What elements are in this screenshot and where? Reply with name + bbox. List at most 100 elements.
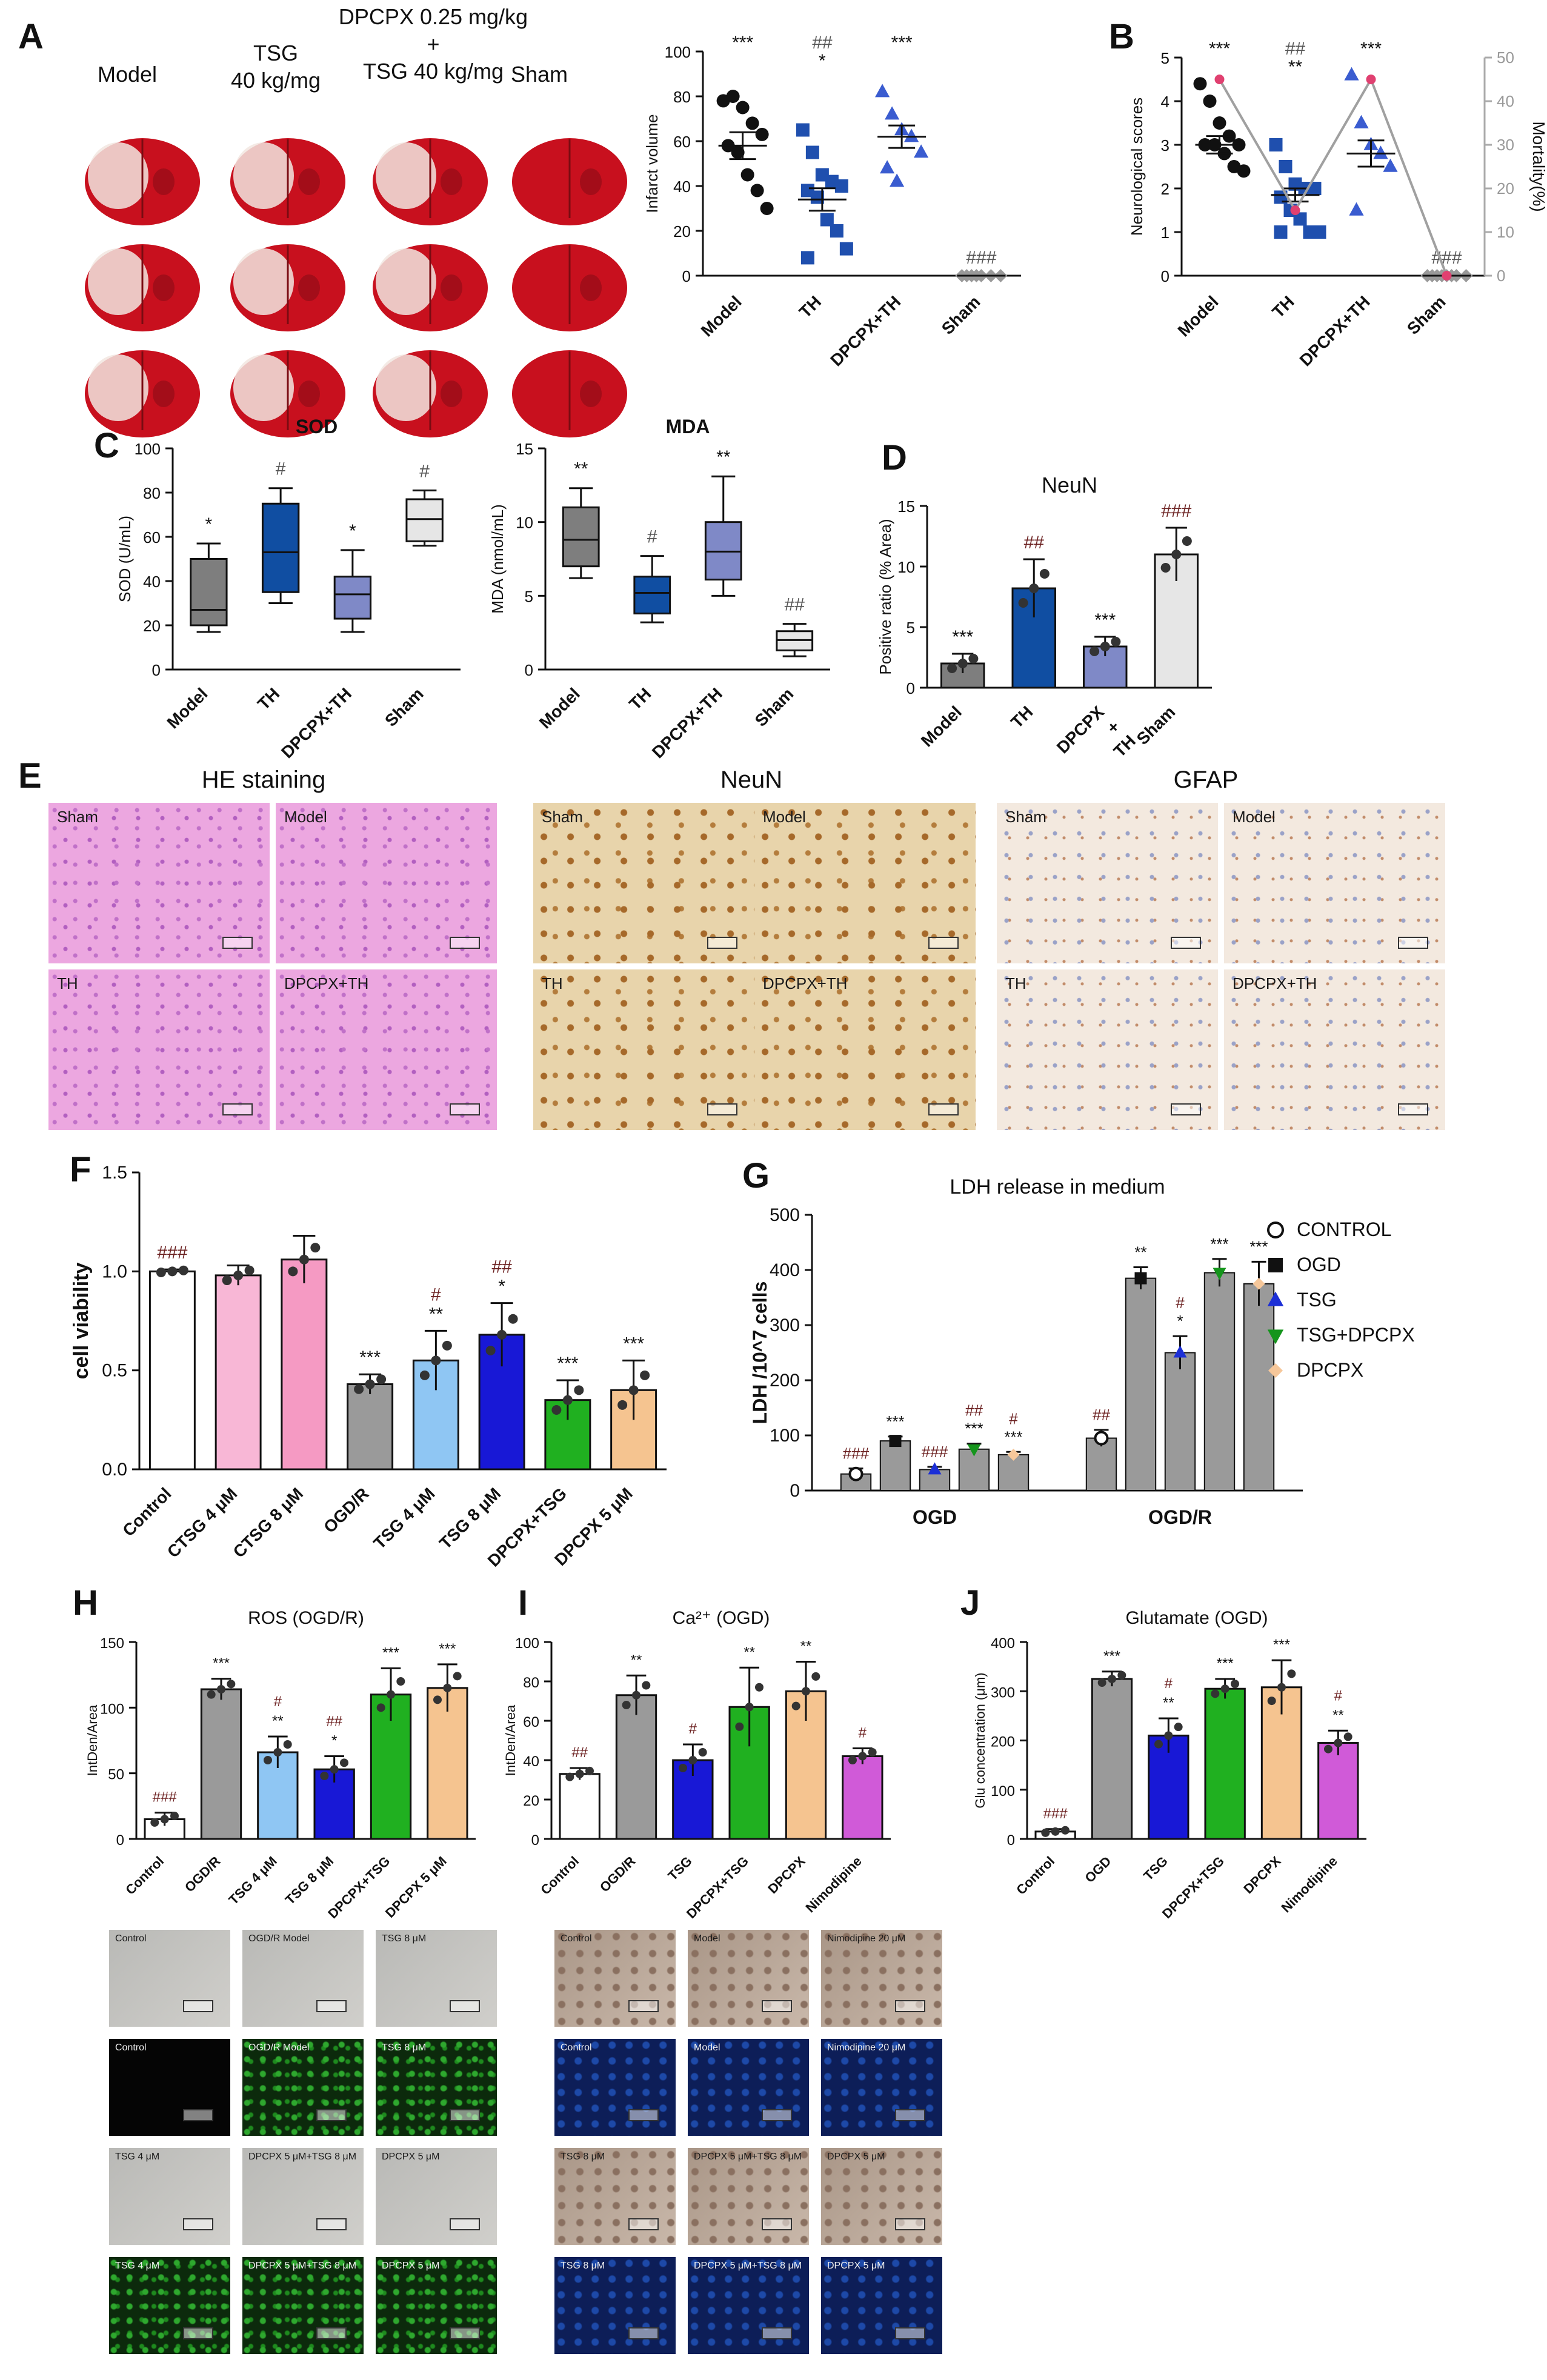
scale-bar (895, 2000, 925, 2012)
significance-label: # (1334, 1687, 1343, 1704)
micrograph-label: TSG 8 μM (382, 1933, 427, 1944)
data-point (1193, 77, 1207, 91)
x-tick-label: Model (697, 292, 745, 340)
mortality-point (1290, 205, 1300, 215)
scale-bar (450, 2218, 480, 2230)
scale-bar (450, 937, 480, 949)
y-tick-label: 40 (673, 178, 691, 196)
ttc-brain-slice (512, 244, 627, 331)
significance-label: ## (1024, 533, 1045, 553)
data-point (565, 1772, 574, 1781)
group-label: TSG (253, 41, 298, 65)
significance-label: *** (952, 627, 973, 647)
box (405, 498, 444, 542)
significance-label: * (498, 1277, 505, 1297)
x-tick-label: DPCPX+TH (278, 684, 355, 762)
micrograph-ros: Control (109, 2039, 230, 2136)
section-title: NeuN (720, 766, 782, 793)
y-tick-label: 10 (897, 558, 915, 576)
x-tick-label: Model (1174, 292, 1222, 340)
data-point (839, 242, 853, 256)
ventricle (298, 168, 320, 195)
micrograph-label: DPCPX 5 μM (382, 2261, 440, 2271)
mortality-point (1442, 271, 1452, 281)
group-label: Sham (511, 62, 568, 87)
scale-bar (316, 2109, 347, 2121)
data-point (796, 123, 810, 137)
significance-label: ## (965, 1401, 983, 1420)
significance-label: ## (1285, 39, 1306, 59)
data-point (632, 1690, 640, 1700)
ttc-brain-slice (230, 138, 345, 225)
micrograph-he: DPCPX+TH (276, 969, 497, 1130)
y-tick-label: 0 (152, 661, 161, 679)
data-point (1231, 1680, 1239, 1689)
significance-label: *** (1004, 1428, 1022, 1446)
chart-C2: 0 5 10 15 MDA (nmol/mL) MDA ** # ** ## Model THDPCP… (488, 416, 830, 762)
scale-bar (183, 2218, 213, 2230)
panel-letter-I: I (518, 1583, 528, 1623)
significance-label: * (349, 521, 356, 541)
y-axis-label: IntDen/Area (85, 1704, 100, 1776)
infarct-area (88, 248, 148, 315)
data-point (1029, 583, 1039, 593)
y-tick-label: 100 (770, 1426, 800, 1446)
y2-tick-label: 50 (1497, 48, 1514, 67)
micrograph-ros: OGD/R Model (242, 1930, 364, 2027)
significance-label: *** (965, 1420, 983, 1438)
micrograph-label: TH (57, 974, 78, 992)
data-point (800, 251, 814, 265)
data-point (433, 1695, 442, 1704)
ventricle (298, 274, 320, 301)
data-point (1097, 1678, 1106, 1687)
scale-bar (895, 2109, 925, 2121)
significance-label: # (689, 1721, 697, 1737)
y-tick-label: 1.0 (102, 1261, 127, 1281)
data-point (968, 654, 979, 663)
y-tick-label: 400 (770, 1260, 800, 1280)
group-label: DPCPX 0.25 mg/kg (339, 4, 528, 29)
data-point (497, 1329, 507, 1340)
data-point (698, 1748, 707, 1757)
micrograph-label: Model (1233, 808, 1276, 826)
data-point (1160, 563, 1171, 573)
scale-bar (628, 2218, 659, 2230)
data-point (585, 1766, 594, 1775)
x-tick-label: DPCPX (765, 1853, 808, 1897)
micrograph-label: TSG 4 μM (115, 2261, 160, 2271)
chart-G: 0 100 200 300 400 500 LDH /10^7 cells LDH relea… (749, 1175, 1415, 1528)
significance-label: ### (922, 1443, 948, 1461)
micrograph-label: TH (1005, 974, 1026, 992)
y-tick-label: 0 (1007, 1832, 1015, 1849)
micrograph-label: Nimodipine 20 μM (827, 1933, 906, 1944)
scale-bar (707, 937, 737, 949)
data-point (575, 1769, 584, 1778)
significance-label: ## (326, 1714, 342, 1730)
y-tick-label: 4 (1161, 93, 1169, 111)
y-tick-label: 3 (1161, 136, 1169, 155)
x-tick-label: OGD/R (320, 1484, 373, 1537)
micrograph-label: Model (763, 808, 806, 826)
chart-title: MDA (666, 416, 710, 437)
micrograph-neun: Model (754, 803, 976, 963)
data-point (1213, 116, 1226, 130)
data-point (330, 1765, 339, 1774)
panel-letter-D: D (882, 438, 907, 477)
significance-label: ## (812, 33, 833, 53)
panel-letter-C: C (94, 426, 119, 465)
scale-bar (762, 2000, 792, 2012)
bar (842, 1755, 883, 1840)
x-tick-label: DPCPX+TH (1296, 292, 1374, 370)
chart-title: NeuN (1042, 473, 1097, 497)
significance-label: ### (1043, 1806, 1068, 1822)
data-point (830, 224, 843, 238)
x-tick-label: Control (122, 1853, 167, 1898)
y-tick-label: 60 (673, 133, 691, 151)
micrograph-label: DPCPX 5 μM+TSG 8 μM (248, 2152, 357, 2162)
scale-bar (222, 937, 253, 949)
data-point (731, 145, 745, 159)
data-point (834, 179, 848, 193)
micrograph-calcium: DPCPX 5 μM (821, 2148, 942, 2245)
data-point (740, 168, 754, 182)
x-tick-label: Sham (1133, 702, 1179, 748)
